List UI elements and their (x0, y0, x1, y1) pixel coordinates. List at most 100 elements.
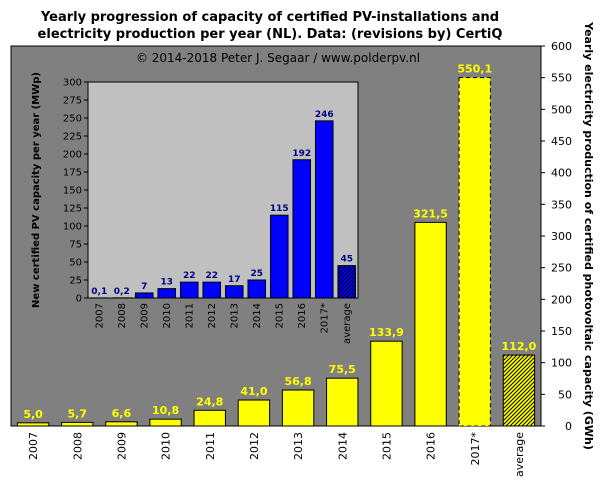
inset-data-label-2007: 0,1 (91, 287, 107, 297)
copyright-text: © 2014-2018 Peter J. Segaar / www.polder… (136, 51, 420, 65)
inset-x-tick-2017: 2017* (319, 303, 330, 333)
inset-x-tick-2015: 2015 (274, 303, 285, 328)
inset-x-tick-2007: 2007 (94, 303, 105, 328)
main-bar-2016 (414, 221, 447, 427)
main-data-label-2009: 6,6 (112, 407, 132, 420)
inset-x-tick-2008: 2008 (117, 303, 128, 328)
inset-data-label-2008: 0,2 (114, 287, 130, 297)
inset-data-label-2013: 17 (228, 275, 241, 285)
main-bar-2012 (237, 399, 271, 427)
inset-data-label-2012: 22 (205, 271, 218, 281)
main-y-tick-450: 450 (551, 135, 572, 148)
main-y-tick-100: 100 (551, 357, 572, 370)
main-x-tick-2013: 2013 (292, 432, 305, 460)
main-data-label-2015: 133,9 (369, 326, 404, 339)
main-y-tick-600: 600 (551, 40, 572, 53)
inset-plot-area (87, 81, 359, 299)
inset-bar-2011 (179, 281, 199, 299)
main-x-tick-2008: 2008 (71, 432, 84, 460)
main-data-label-average: 112,0 (502, 340, 537, 353)
inset-y-tick-25: 25 (69, 276, 82, 287)
inset-bar-2009 (134, 292, 154, 299)
inset-x-tick-2009: 2009 (139, 303, 150, 328)
main-data-label-2017: 550,1 (457, 63, 492, 76)
inset-y-tick-0: 0 (76, 294, 82, 305)
main-y-tick-500: 500 (551, 103, 572, 116)
main-bar-2011 (193, 409, 226, 427)
inset-x-tick-2010: 2010 (162, 303, 173, 328)
inset-y-axis-label: New certified PV capacity per year (MWp) (31, 72, 42, 308)
main-x-tick-2016: 2016 (425, 432, 438, 460)
main-data-label-2011: 24,8 (196, 395, 223, 408)
main-y-tick-400: 400 (551, 167, 572, 180)
inset-data-label-2016: 192 (292, 149, 311, 159)
main-x-tick-2010: 2010 (160, 432, 173, 460)
inset-y-tick-125: 125 (63, 204, 82, 215)
inset-bar-2013 (224, 285, 244, 299)
main-data-label-2016: 321,5 (413, 207, 448, 220)
inset-x-tick-2013: 2013 (229, 303, 240, 328)
main-data-label-2010: 10,8 (152, 404, 179, 417)
inset-y-tick-225: 225 (63, 132, 82, 143)
main-y-tick-50: 50 (558, 388, 572, 401)
inset-y-tick-300: 300 (63, 78, 82, 89)
inset-data-label-2014: 25 (250, 269, 263, 279)
inset-y-tick-200: 200 (63, 150, 82, 161)
main-x-tick-2017: 2017* (469, 432, 482, 466)
inset-y-tick-50: 50 (69, 258, 82, 269)
main-bar-2007 (16, 422, 50, 427)
inset-bar-2012 (202, 281, 222, 299)
inset-data-label-2009: 7 (141, 282, 147, 292)
main-x-tick-2015: 2015 (380, 432, 393, 460)
main-data-label-2013: 56,8 (285, 375, 312, 388)
inset-y-tick-75: 75 (69, 240, 82, 251)
inset-bar-2014 (247, 279, 267, 299)
main-x-tick-2014: 2014 (336, 432, 349, 460)
main-x-tick-2012: 2012 (248, 432, 261, 460)
main-bar-2010 (149, 418, 182, 427)
main-y-tick-550: 550 (551, 72, 572, 85)
main-bar-average (502, 354, 536, 427)
main-x-tick-2009: 2009 (115, 432, 128, 460)
inset-data-label-2010: 13 (160, 278, 173, 288)
main-data-label-2012: 41,0 (240, 385, 267, 398)
inset-data-label-2015: 115 (270, 204, 289, 214)
main-y-tick-250: 250 (551, 262, 572, 275)
main-y-axis-label: Yearly electricity production of certifi… (582, 21, 595, 450)
main-y-tick-0: 0 (565, 420, 572, 433)
inset-data-label-2017: 246 (315, 110, 334, 120)
inset-bar-average (337, 265, 357, 299)
inset-y-tick-175: 175 (63, 168, 82, 179)
main-bar-2017 (458, 77, 491, 427)
chart-title-line1: Yearly progression of capacity of certif… (40, 10, 499, 25)
inset-x-tick-2012: 2012 (207, 303, 218, 328)
main-y-tick-150: 150 (551, 325, 572, 338)
main-bar-2009 (105, 421, 138, 427)
main-y-tick-200: 200 (551, 293, 572, 306)
inset-y-tick-100: 100 (63, 222, 82, 233)
chart-title-line2: electricity production per year (NL). Da… (38, 27, 503, 42)
main-y-tick-350: 350 (551, 198, 572, 211)
main-bar-2014 (326, 377, 359, 427)
inset-data-label-average: 45 (340, 255, 353, 265)
inset-x-tick-2011: 2011 (184, 303, 195, 328)
main-bar-2008 (61, 421, 94, 427)
inset-bar-2016 (292, 159, 312, 299)
main-bar-2015 (370, 340, 403, 427)
main-bar-2013 (281, 389, 315, 427)
inset-bar-2017 (314, 120, 334, 299)
main-x-tick-average: average (513, 432, 526, 477)
inset-bar-2015 (269, 214, 289, 299)
inset-x-tick-average: average (342, 303, 353, 344)
main-y-tick-300: 300 (551, 230, 572, 243)
main-data-label-2008: 5,7 (68, 407, 88, 420)
inset-bar-2010 (157, 288, 177, 299)
main-data-label-2014: 75,5 (329, 363, 356, 376)
inset-y-tick-150: 150 (63, 186, 82, 197)
main-data-label-2007: 5,0 (23, 408, 43, 421)
main-x-tick-2011: 2011 (204, 432, 217, 460)
inset-y-tick-250: 250 (63, 114, 82, 125)
main-x-tick-2007: 2007 (27, 432, 40, 460)
inset-data-label-2011: 22 (183, 271, 196, 281)
